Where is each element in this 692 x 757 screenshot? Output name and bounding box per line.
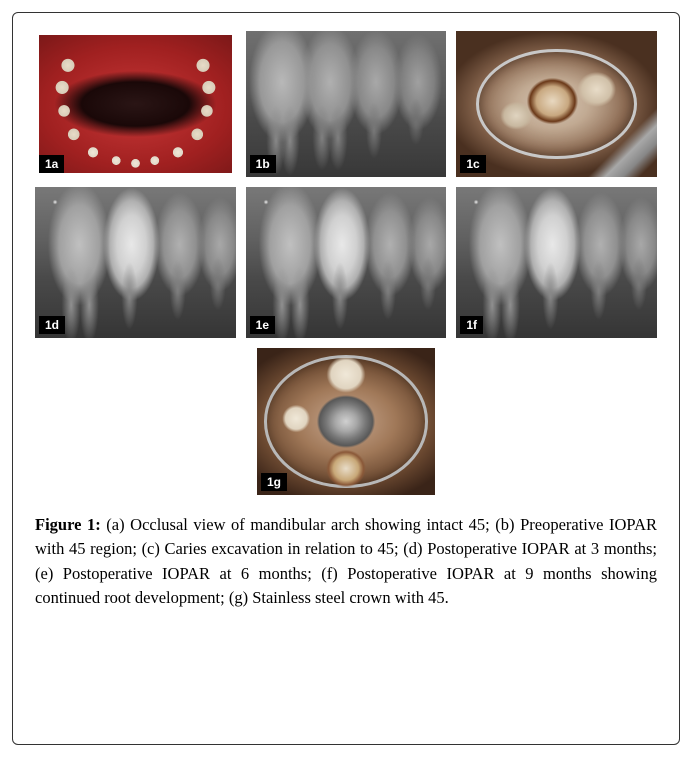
clinical-photo-occlusal [35,31,236,177]
panel-1f: 1f [456,187,657,338]
panel-1c: 1c [456,31,657,177]
panel-label-1b: 1b [250,155,276,173]
radiograph-9mo [456,187,657,338]
panel-1g: 1g [257,348,435,495]
image-grid: 1a 1b 1c 1d 1e 1f [35,31,657,495]
panel-row-2: 1d 1e 1f [35,187,657,338]
radiograph-3mo [35,187,236,338]
radiograph-preop [246,31,447,177]
clinical-photo-caries [456,31,657,177]
panel-label-1g: 1g [261,473,287,491]
panel-label-1e: 1e [250,316,275,334]
panel-1d: 1d [35,187,236,338]
panel-1b: 1b [246,31,447,177]
figure-caption: Figure 1: (a) Occlusal view of mandibula… [35,513,657,611]
panel-row-3: 1g [35,348,657,495]
caption-text: (a) Occlusal view of mandibular arch sho… [35,515,657,607]
figure-container: 1a 1b 1c 1d 1e 1f [12,12,680,745]
panel-1a: 1a [35,31,236,177]
panel-row-1: 1a 1b 1c [35,31,657,177]
panel-1e: 1e [246,187,447,338]
figure-number: Figure 1: [35,515,101,534]
radiograph-6mo [246,187,447,338]
panel-label-1f: 1f [460,316,483,334]
panel-label-1c: 1c [460,155,485,173]
panel-label-1a: 1a [39,155,64,173]
panel-label-1d: 1d [39,316,65,334]
